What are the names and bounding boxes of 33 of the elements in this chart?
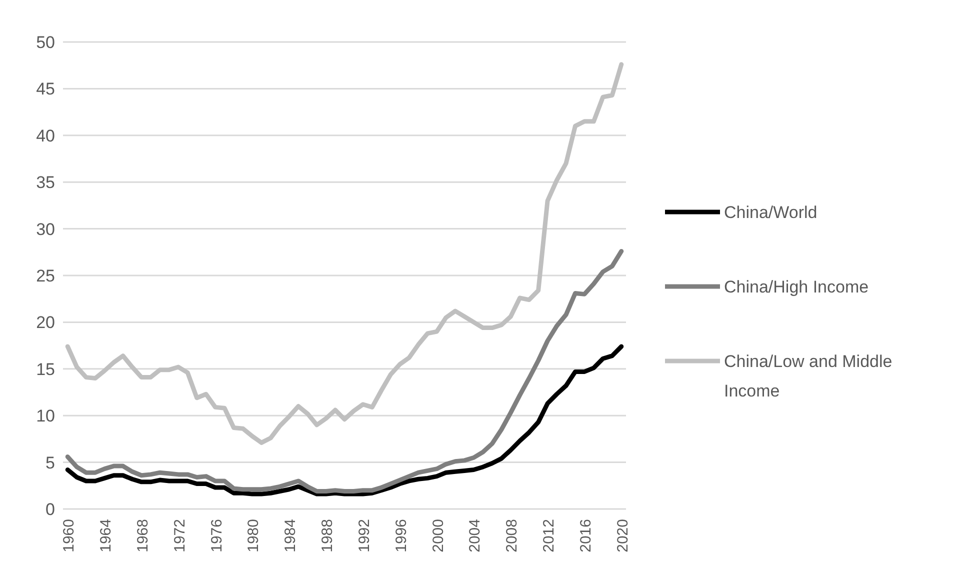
x-tick-label: 1960 xyxy=(60,519,78,552)
legend-label: China/High Income xyxy=(724,277,869,296)
y-tick-label: 35 xyxy=(36,173,55,192)
x-tick-label: 1968 xyxy=(134,519,152,552)
x-tick-label: 1992 xyxy=(356,519,373,552)
y-tick-label: 40 xyxy=(36,126,55,146)
x-tick-label: 2008 xyxy=(504,519,521,552)
line-series xyxy=(65,248,624,494)
x-tick-label: 1988 xyxy=(319,519,336,552)
x-tick-label: 1980 xyxy=(245,519,262,552)
y-tick-label: 10 xyxy=(36,406,55,426)
x-tick-label: 2000 xyxy=(430,519,447,552)
y-tick-label: 5 xyxy=(46,453,55,472)
y-tick-label: 25 xyxy=(36,266,55,286)
y-tick-label: 50 xyxy=(36,32,55,52)
legend-label: China/Low and Middle Income xyxy=(724,352,892,401)
x-tick-label: 2004 xyxy=(466,519,484,552)
line-series xyxy=(65,62,624,445)
y-tick-label: 20 xyxy=(36,313,55,332)
x-tick-label: 2020 xyxy=(614,519,632,552)
x-tick-label: 1964 xyxy=(98,519,115,552)
legend-label: China/World xyxy=(724,202,818,222)
y-tick-label: 30 xyxy=(36,220,55,239)
x-tick-label: 1984 xyxy=(282,519,300,552)
y-tick-label: 45 xyxy=(36,80,55,99)
line-series xyxy=(65,344,624,496)
x-tick-label: 1996 xyxy=(392,519,410,552)
x-tick-label: 2016 xyxy=(577,519,594,552)
y-tick-label: 0 xyxy=(46,500,55,519)
x-tick-label: 1972 xyxy=(171,519,188,552)
y-tick-label: 15 xyxy=(36,360,55,379)
x-tick-label: 2012 xyxy=(540,519,558,552)
x-tick-label: 1976 xyxy=(208,519,226,552)
